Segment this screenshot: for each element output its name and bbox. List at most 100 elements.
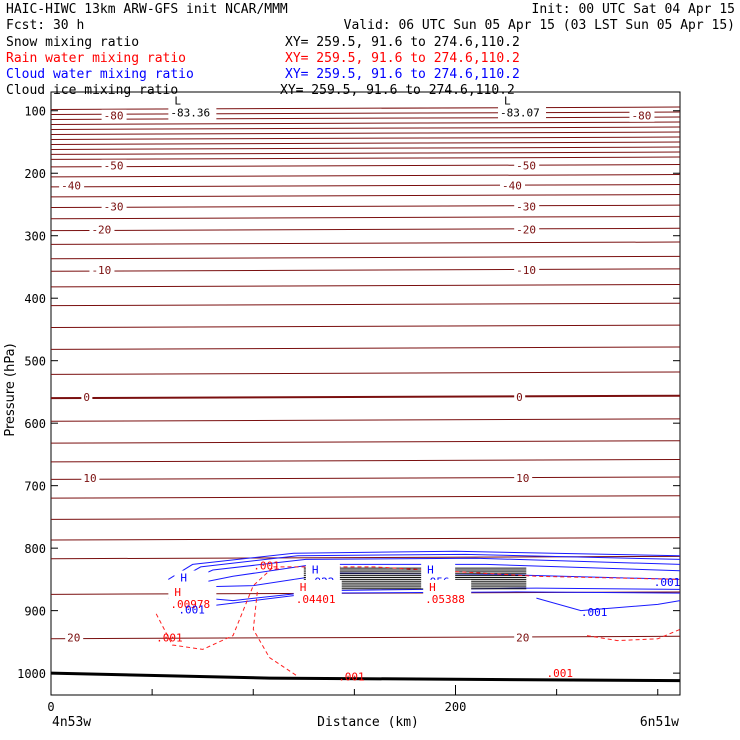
isotherm-line bbox=[50, 121, 681, 125]
isotherm-label: -50 bbox=[516, 160, 536, 173]
isotherm-line bbox=[50, 495, 681, 499]
y-axis-label: Pressure (hPa) bbox=[3, 343, 18, 436]
isotherm-label: -80 bbox=[631, 110, 651, 123]
isotherm-label: -80 bbox=[104, 110, 124, 123]
isotherm-line bbox=[50, 241, 681, 245]
extremum-value: -83.36 bbox=[170, 107, 210, 120]
field-name-cloud-water: Cloud water mixing ratio bbox=[6, 67, 194, 82]
extremum-box bbox=[168, 93, 217, 120]
isotherm-label: -20 bbox=[91, 223, 111, 236]
isotherm-label-bg bbox=[514, 200, 540, 213]
extremum-value: -83.07 bbox=[500, 107, 540, 120]
isotherm-label: 10 bbox=[516, 472, 529, 485]
isotherm-line bbox=[50, 126, 681, 130]
extremum-box bbox=[423, 579, 472, 606]
header-model-label: HAIC-HIWC 13km ARW-GFS init NCAR/MMM bbox=[6, 2, 288, 17]
field-xy-cloud-ice: XY= 259.5, 91.6 to 274.6,110.2 bbox=[280, 83, 515, 98]
isotherm-label: -20 bbox=[516, 223, 536, 236]
terrain-line bbox=[50, 671, 681, 683]
field-xy-rain: XY= 259.5, 91.6 to 274.6,110.2 bbox=[285, 51, 520, 66]
isotherm-label: -10 bbox=[91, 264, 111, 277]
isotherm-label-bg bbox=[514, 631, 533, 644]
extremum-mark: H bbox=[427, 563, 434, 576]
isotherm-line bbox=[50, 284, 681, 288]
y-tick-label: 600 bbox=[24, 417, 46, 431]
isotherm-line bbox=[50, 476, 681, 480]
isotherm-line bbox=[50, 156, 681, 160]
isotherm-line bbox=[50, 458, 681, 463]
isotherm-line bbox=[50, 302, 681, 307]
header-valid-label: Valid: 06 UTC Sun 05 Apr 15 (03 LST Sun … bbox=[344, 18, 735, 33]
isotherm-line bbox=[50, 106, 681, 110]
y-tick-label: 900 bbox=[24, 605, 46, 619]
field-name-rain: Rain water mixing ratio bbox=[6, 51, 186, 66]
isotherm-line bbox=[50, 227, 681, 232]
isotherm-line bbox=[50, 324, 681, 329]
contour-label: .001 bbox=[253, 560, 279, 573]
isotherm-label-bg bbox=[514, 223, 540, 236]
y-tick-label: 400 bbox=[24, 292, 46, 306]
rain-water-contour bbox=[252, 591, 298, 677]
isotherm-label-bg bbox=[629, 109, 655, 122]
field-name-snow: Snow mixing ratio bbox=[6, 35, 139, 50]
y-tick-label: 700 bbox=[24, 480, 46, 494]
extremum-value: .05388 bbox=[425, 593, 465, 606]
extremum-box bbox=[293, 579, 342, 606]
isotherm-line bbox=[50, 151, 681, 155]
isotherm-label-bg bbox=[81, 390, 93, 403]
isotherm-line bbox=[50, 255, 681, 260]
isotherm-line bbox=[50, 440, 681, 444]
isotherm-label: 0 bbox=[83, 391, 90, 404]
isotherm-label: 20 bbox=[516, 632, 529, 645]
extremum-box bbox=[498, 93, 547, 120]
extremum-mark: H bbox=[300, 581, 307, 594]
extremum-mark: L bbox=[174, 95, 181, 108]
isotherm-line bbox=[50, 164, 681, 168]
isotherm-line bbox=[50, 418, 681, 422]
y-tick-label: 300 bbox=[24, 230, 46, 244]
y-tick-label: 200 bbox=[24, 167, 46, 181]
extremum-value: .00978 bbox=[170, 598, 210, 611]
isotherm-label-bg bbox=[514, 159, 540, 172]
extremum-mark: H bbox=[174, 586, 181, 599]
isotherm-label: 10 bbox=[83, 472, 96, 485]
x-tick-label: 0 bbox=[47, 700, 54, 714]
isotherm-label: 20 bbox=[67, 632, 80, 645]
isotherm-line bbox=[50, 346, 681, 350]
isotherm-label: -10 bbox=[516, 264, 536, 277]
isotherm-label-bg bbox=[101, 159, 127, 172]
isotherm-label-bg bbox=[101, 109, 127, 122]
header-init-label: Init: 00 UTC Sat 04 Apr 15 bbox=[532, 2, 736, 17]
contour-label: .001 bbox=[156, 632, 183, 645]
isotherm-label: -40 bbox=[502, 180, 522, 193]
y-tick-label: 100 bbox=[24, 105, 46, 119]
isotherm-label-bg bbox=[514, 472, 533, 485]
isotherm-line bbox=[50, 537, 681, 541]
extremum-mark: H bbox=[429, 581, 436, 594]
extremum-mark: L bbox=[504, 95, 511, 108]
field-xy-cloud-water: XY= 259.5, 91.6 to 274.6,110.2 bbox=[285, 67, 520, 82]
y-tick-label: 1000 bbox=[17, 667, 46, 681]
header-forecast-label: Fcst: 30 h bbox=[6, 18, 84, 33]
isotherm-line bbox=[50, 215, 681, 220]
isotherm-label-bg bbox=[89, 223, 115, 236]
field-xy-snow: XY= 259.5, 91.6 to 274.6,110.2 bbox=[285, 35, 520, 50]
contour-label: .001 bbox=[178, 603, 205, 616]
isotherm-line bbox=[50, 136, 681, 140]
field-name-cloud-ice: Cloud ice mixing ratio bbox=[6, 83, 178, 98]
x-end-label-left: 4n53w bbox=[52, 715, 91, 730]
x-tick-label: 200 bbox=[445, 700, 467, 714]
isotherm-label-bg bbox=[500, 179, 526, 192]
isotherm-label-bg bbox=[59, 179, 85, 192]
isotherm-line bbox=[50, 131, 681, 135]
y-tick-label: 500 bbox=[24, 355, 46, 369]
isotherm-line bbox=[50, 184, 681, 188]
isotherm-label: -30 bbox=[516, 200, 536, 213]
cloud-water-contour bbox=[168, 550, 681, 580]
contour-label: .001 bbox=[654, 576, 681, 589]
rain-water-contour bbox=[155, 566, 274, 650]
plot-frame bbox=[50, 91, 681, 696]
isotherm-line bbox=[50, 635, 681, 640]
contour-label: .001 bbox=[547, 667, 574, 680]
